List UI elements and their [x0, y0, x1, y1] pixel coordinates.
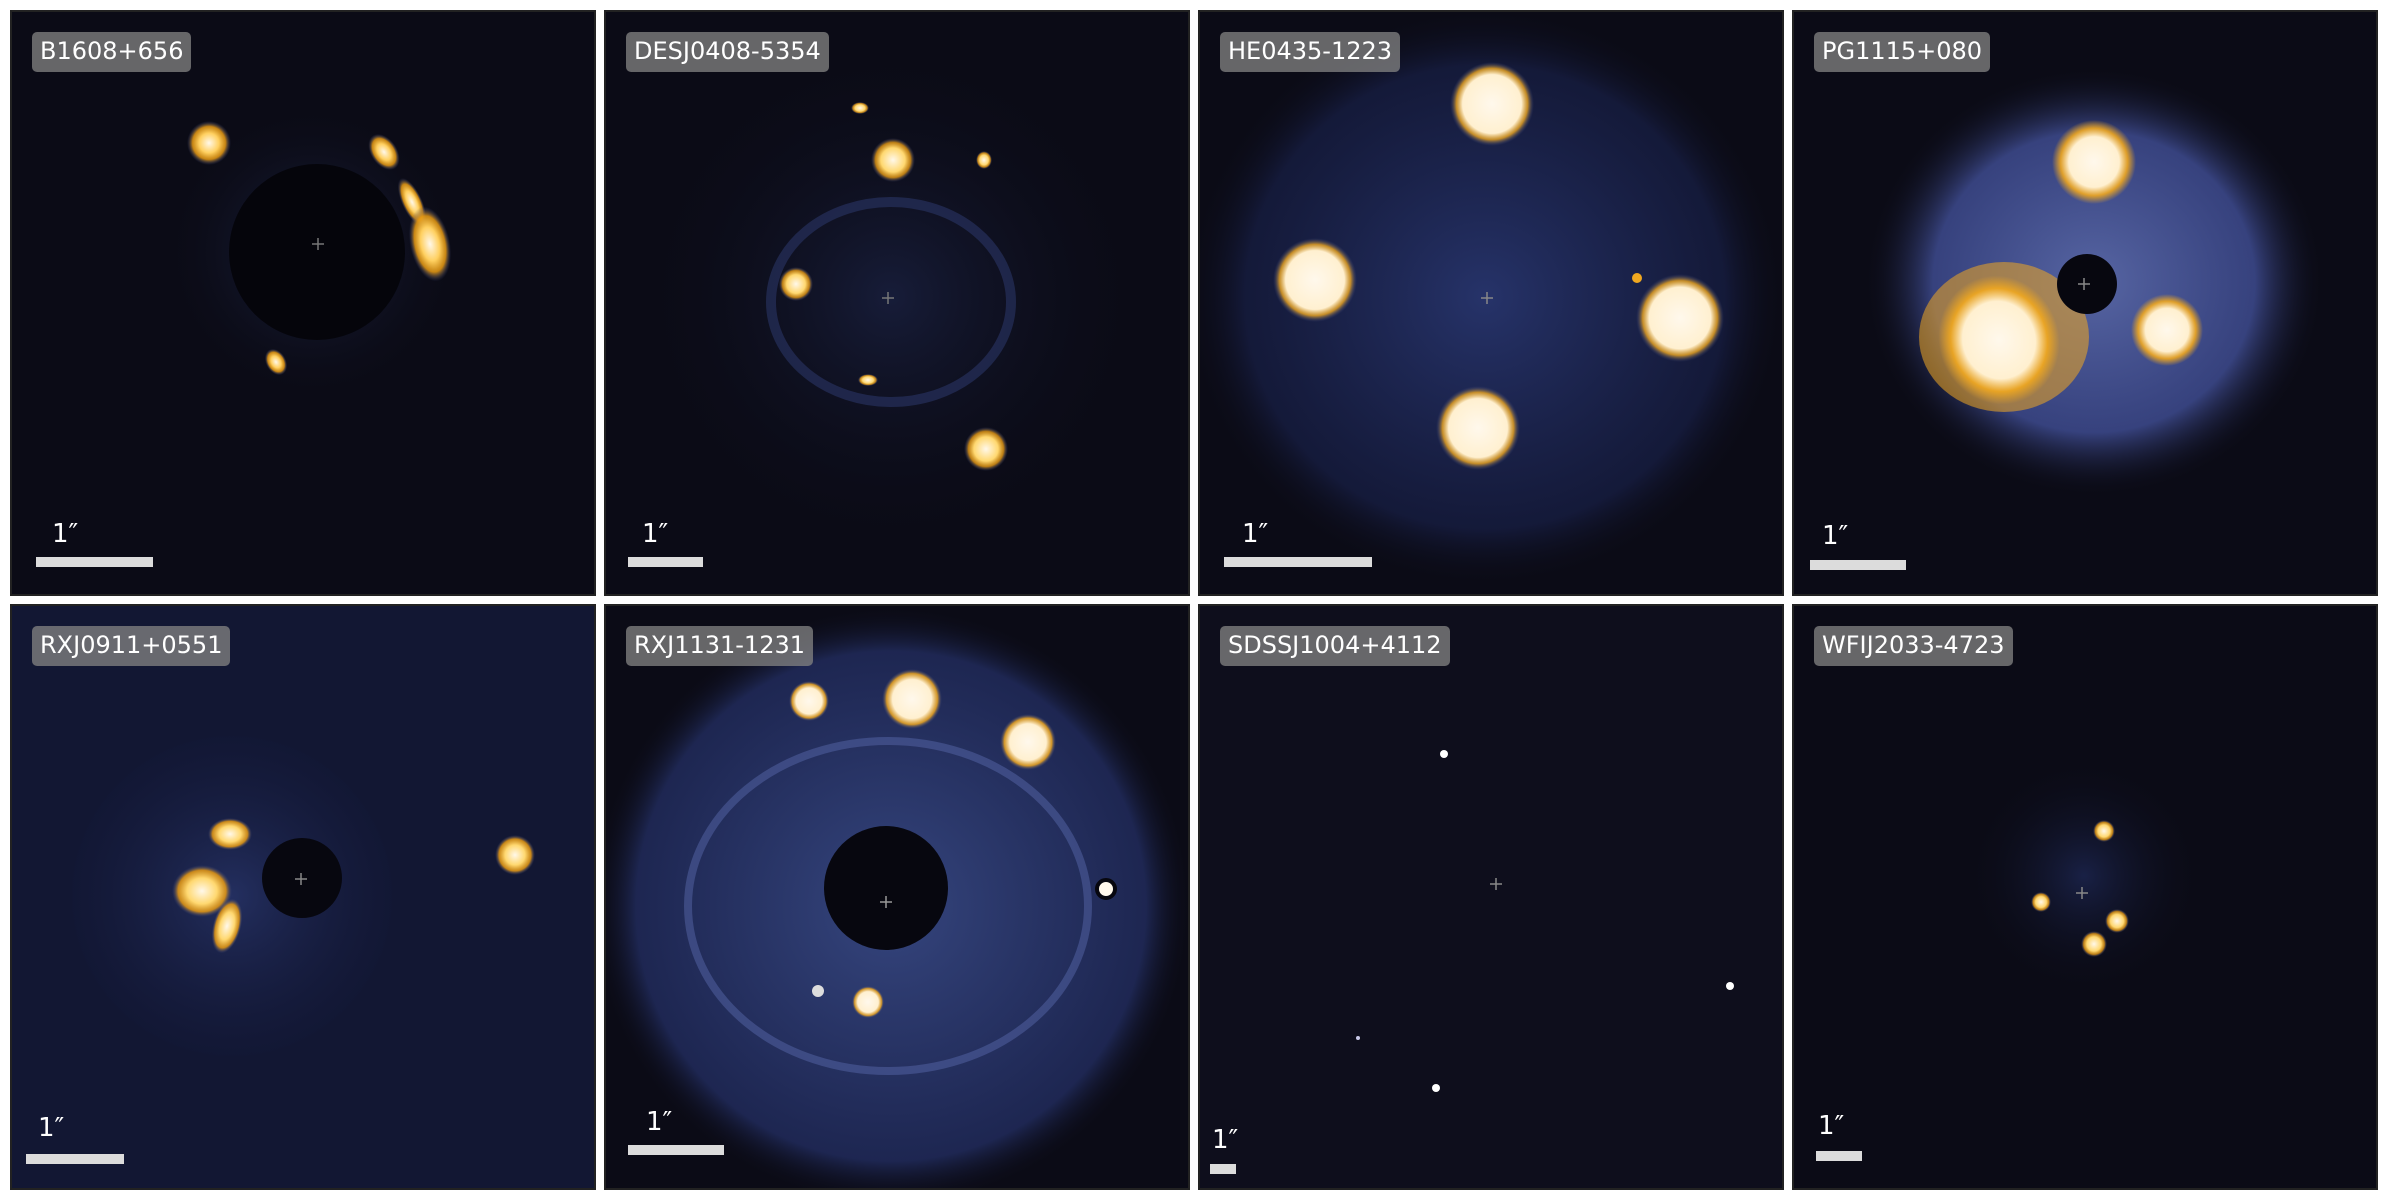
scale-bar-label: 1″: [1242, 519, 1269, 549]
image-panel-desj0408: DESJ0408-5354 1″: [604, 10, 1190, 596]
lens-name-label: B1608+656: [32, 32, 192, 72]
scale-bar: [26, 1154, 124, 1164]
lens-image-pg1115: [1864, 67, 2324, 497]
lens-image-wfij2033: [1964, 756, 2204, 996]
scale-bar-label: 1″: [1822, 521, 1849, 551]
image-panel-rxj1131: RXJ1131-1231 1″: [604, 604, 1190, 1190]
scale-bar-label: 1″: [38, 1113, 65, 1143]
image-panel-he0435: HE0435-1223 1″: [1198, 10, 1784, 596]
lens-image-rxj0911: [12, 606, 594, 1188]
lens-name-label: DESJ0408-5354: [626, 32, 829, 72]
lens-image-sdssj1004: [1200, 606, 1782, 1188]
image-panel-sdssj1004: SDSSJ1004+4112 1″: [1198, 604, 1784, 1190]
lens-name-label: WFIJ2033-4723: [1814, 626, 2013, 666]
scale-bar: [36, 557, 153, 567]
lens-image-desj0408: [631, 37, 1151, 557]
lens-name-label: RXJ1131-1231: [626, 626, 814, 666]
lens-image-b1608: [162, 102, 462, 402]
image-panel-rxj0911: RXJ0911+0551 1″: [10, 604, 596, 1190]
scale-bar-label: 1″: [1818, 1111, 1845, 1141]
lens-image-rxj1131: [606, 606, 1188, 1188]
scale-bar-label: 1″: [642, 519, 669, 549]
scale-bar-label: 1″: [52, 519, 79, 549]
scale-bar: [628, 1145, 724, 1155]
scale-bar: [1210, 1164, 1236, 1174]
lens-image-he0435: [1200, 12, 1782, 587]
scale-bar: [1810, 560, 1906, 570]
lens-name-label: PG1115+080: [1814, 32, 1991, 72]
lens-name-label: HE0435-1223: [1220, 32, 1401, 72]
image-panel-pg1115: PG1115+080 1″: [1792, 10, 2378, 596]
image-panel-wfij2033: WFIJ2033-4723 1″: [1792, 604, 2378, 1190]
scale-bar: [1224, 557, 1372, 567]
scale-bar: [628, 557, 703, 567]
scale-bar: [1816, 1151, 1862, 1161]
scale-bar-label: 1″: [646, 1107, 673, 1137]
scale-bar-label: 1″: [1212, 1125, 1239, 1155]
lens-name-label: RXJ0911+0551: [32, 626, 231, 666]
image-panel-b1608: B1608+656 1″: [10, 10, 596, 596]
lens-name-label: SDSSJ1004+4112: [1220, 626, 1450, 666]
